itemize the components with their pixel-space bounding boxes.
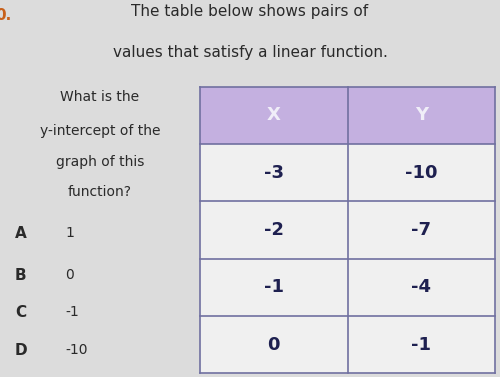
Text: -4: -4 [411,278,431,296]
Text: The table below shows pairs of: The table below shows pairs of [132,4,368,19]
Text: -1: -1 [411,336,431,354]
Bar [348,316,495,373]
Bar [348,144,495,201]
Text: C: C [15,305,26,320]
Text: -3: -3 [264,164,284,182]
Text: 0: 0 [65,268,74,282]
Bar [200,144,348,201]
Text: y-intercept of the: y-intercept of the [40,124,160,138]
Bar [200,316,348,373]
Text: function?: function? [68,185,132,199]
Text: graph of this: graph of this [56,155,144,169]
Bar [200,259,348,316]
Text: -10: -10 [65,343,88,357]
Text: -10: -10 [405,164,438,182]
Text: 0.: 0. [0,8,11,23]
Bar [200,201,348,259]
Text: -7: -7 [411,221,431,239]
Bar [348,259,495,316]
Bar [348,87,495,144]
Text: 0: 0 [268,336,280,354]
Text: X: X [267,106,280,124]
Text: B: B [15,268,26,283]
Text: values that satisfy a linear function.: values that satisfy a linear function. [112,45,388,60]
Text: -1: -1 [65,305,79,319]
Text: Y: Y [414,106,428,124]
Bar [200,87,348,144]
Bar [348,201,495,259]
Text: A: A [15,226,27,241]
Text: What is the: What is the [60,90,140,104]
Text: 1: 1 [65,226,74,240]
Text: D: D [15,343,28,358]
Text: -2: -2 [264,221,284,239]
Text: -1: -1 [264,278,284,296]
